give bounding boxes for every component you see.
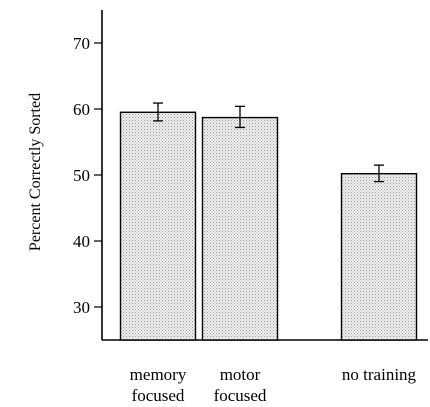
bar [119,111,197,341]
bars [119,111,418,341]
error-bars [153,102,384,183]
y-tick-label: 60 [73,100,90,119]
error-bar [153,102,163,122]
bar [201,116,279,341]
y-axis-title-group: Percent Correctly Sorted [27,93,44,251]
y-tick-label: 30 [73,298,90,317]
y-axis-title: Percent Correctly Sorted [27,93,44,251]
category-label: memory focused [130,365,187,405]
category-labels: memory focused motor focused no training [130,365,417,405]
error-bar [235,105,245,129]
y-ticks: 30 40 50 60 70 [73,34,102,317]
category-label: no training [342,365,417,384]
category-label: motor focused [214,365,267,405]
y-tick-label: 40 [73,232,90,251]
y-tick-label: 50 [73,166,90,185]
error-bar [374,164,384,183]
bar [340,172,418,341]
y-tick-label: 70 [73,34,90,53]
